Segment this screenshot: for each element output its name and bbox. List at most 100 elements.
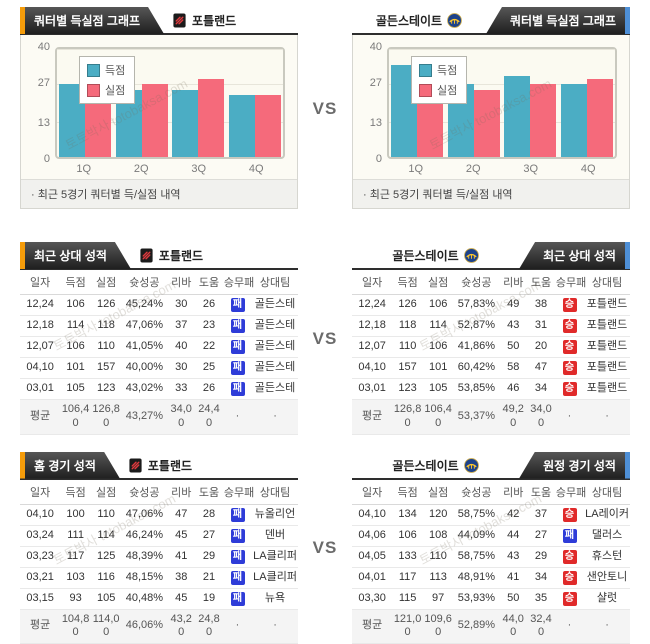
cell-reb: 41: [499, 567, 527, 588]
cell-opponent: ·: [252, 609, 298, 644]
실점-bar-2Q: [142, 84, 168, 157]
column-header: 득점: [60, 270, 91, 295]
column-header: 득점: [392, 480, 423, 505]
bar-group-3Q: [502, 49, 559, 157]
tab-recent-vs-golden: 최근 상대 성적: [519, 242, 630, 269]
portland-logo-icon: [139, 248, 154, 263]
cell-concede: 116: [91, 567, 122, 588]
cell-result: 패: [223, 588, 252, 609]
team-name: 골든스테이트: [376, 12, 442, 29]
cell-opponent: ·: [252, 400, 298, 435]
cell-ast: 37: [527, 504, 555, 525]
cell-date: 평균: [20, 400, 60, 435]
win-badge: 승: [563, 298, 577, 312]
cell-result: 패: [223, 295, 252, 316]
win-badge: 승: [563, 571, 577, 585]
cell-reb: 50: [499, 588, 527, 609]
win-badge: 승: [563, 319, 577, 333]
cell-fg: 53,37%: [453, 400, 499, 435]
cell-fg: 44,09%: [453, 525, 499, 546]
득점-bar-3Q: [504, 76, 530, 157]
득점-bar-4Q: [229, 95, 255, 157]
cell-opponent: 샬럿: [584, 588, 630, 609]
legend-swatch-icon: [419, 64, 432, 77]
golden-chart-header: 골든스테이트 쿼터별 득실점 그래프: [352, 8, 630, 35]
cell-date: 12,24: [352, 295, 392, 316]
legend-label: 실점: [437, 82, 457, 98]
cell-ast: 21: [195, 567, 223, 588]
cell-date: 12,18: [20, 316, 60, 337]
y-tick-label: 40: [38, 41, 50, 53]
cell-opponent: 포틀랜드: [584, 316, 630, 337]
cell-ast: 31: [527, 316, 555, 337]
cell-reb: 33: [167, 379, 195, 400]
portland-team-label: 포틀랜드: [164, 12, 244, 29]
cell-date: 평균: [352, 609, 392, 644]
cell-concede: 126,80: [91, 400, 122, 435]
cell-concede: 97: [423, 588, 454, 609]
cell-opponent: 뉴올리언: [252, 504, 298, 525]
column-header: 승무패: [555, 270, 584, 295]
win-badge: 승: [563, 508, 577, 522]
cell-score: 134: [392, 504, 423, 525]
cell-reb: 58: [499, 358, 527, 379]
column-header: 리바: [499, 270, 527, 295]
cell-score: 117: [392, 567, 423, 588]
cell-fg: 41,86%: [453, 337, 499, 358]
cell-result: 패: [223, 379, 252, 400]
cell-date: 04,01: [352, 567, 392, 588]
cell-reb: 34,00: [167, 400, 195, 435]
cell-fg: 58,75%: [453, 504, 499, 525]
cell-concede: 114,00: [91, 609, 122, 644]
loss-badge: 패: [231, 319, 245, 333]
cell-score: 103: [60, 567, 91, 588]
loss-badge: 패: [231, 382, 245, 396]
column-header: 슛성공: [121, 270, 167, 295]
cell-date: 12,24: [20, 295, 60, 316]
cell-result: 승: [555, 337, 584, 358]
orange-accent-bar: [20, 7, 25, 34]
tab-title: 최근 상대 성적: [543, 247, 616, 264]
cell-concede: 110: [91, 337, 122, 358]
cell-concede: 157: [91, 358, 122, 379]
loss-badge: 패: [231, 571, 245, 585]
cell-reb: 44: [499, 525, 527, 546]
cell-concede: 126: [91, 295, 122, 316]
loss-badge: 패: [231, 340, 245, 354]
win-badge: 승: [563, 550, 577, 564]
blue-accent-bar: [625, 452, 630, 479]
cell-reb: 30: [167, 295, 195, 316]
portland-logo-icon: [128, 458, 143, 473]
legend-item: 득점: [419, 62, 457, 78]
cell-result: ·: [555, 400, 584, 435]
cell-opponent: 골든스테: [252, 337, 298, 358]
x-tick-label: 1Q: [55, 163, 113, 175]
cell-result: 승: [555, 546, 584, 567]
tab-recent-vs-portland: 최근 상대 성적: [20, 242, 131, 269]
team-name: 포틀랜드: [148, 457, 192, 474]
legend-swatch-icon: [419, 84, 432, 97]
실점-bar-3Q: [530, 84, 556, 157]
x-tick-label: 3Q: [502, 163, 560, 175]
tab-title: 최근 상대 성적: [34, 247, 107, 264]
cell-ast: 27: [195, 525, 223, 546]
cell-fg: 46,24%: [121, 525, 167, 546]
column-header: 리바: [167, 270, 195, 295]
cell-ast: 27: [527, 525, 555, 546]
cell-ast: 38: [527, 295, 555, 316]
column-header: 승무패: [223, 480, 252, 505]
